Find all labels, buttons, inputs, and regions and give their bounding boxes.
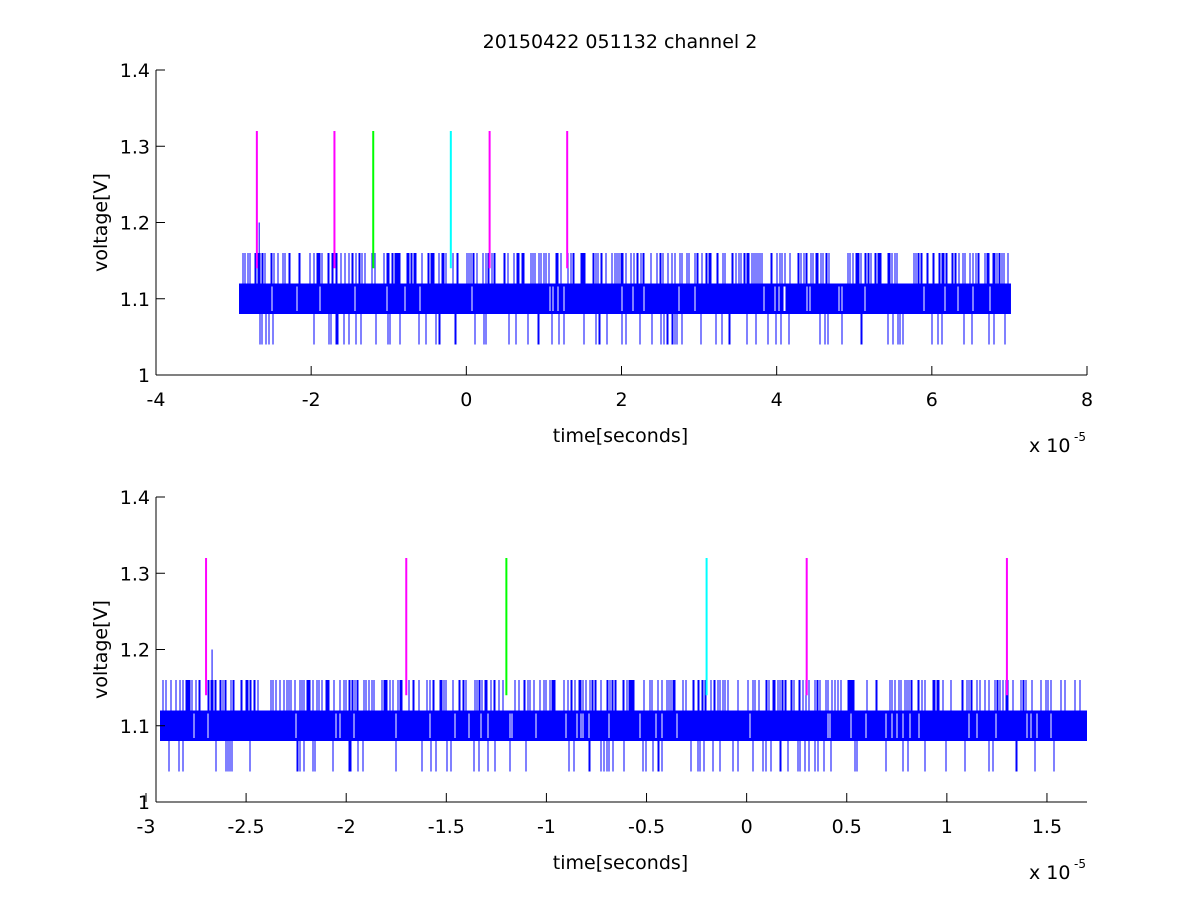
signal-baseline-band: [239, 283, 1011, 314]
top-plot: 1 1.1 1.2 1.3 1.4 -4 -2 0 2 4 6 8 time[seconds] volta…: [90, 60, 1093, 457]
x-tick-label: -1: [537, 816, 556, 838]
x-exponent-label: x 10: [1029, 862, 1070, 884]
y-tick-label: 1.4: [120, 60, 150, 82]
y-tick-label: 1.1: [120, 716, 150, 738]
x-tick-label: -2: [337, 816, 356, 838]
x-axis-label: time[seconds]: [553, 425, 688, 447]
x-tick-label: 4: [771, 389, 783, 411]
y-axis-label: voltage[V]: [90, 173, 112, 272]
x-exponent-label: x 10: [1029, 435, 1070, 457]
x-tick-label: 0: [741, 816, 753, 838]
y-tick-label: 1.2: [120, 213, 150, 235]
y-tick-label: 1.3: [120, 136, 150, 158]
x-tick-label: -2.5: [228, 816, 265, 838]
y-tick-label: 1.2: [120, 640, 150, 662]
x-exponent-power: -5: [1074, 857, 1086, 871]
x-tick-label: 2: [615, 389, 627, 411]
y-tick-label: 1: [138, 792, 150, 814]
x-tick-label: 8: [1081, 389, 1093, 411]
chart-title: 20150422 051132 channel 2: [483, 31, 758, 53]
y-axis-label: voltage[V]: [90, 600, 112, 699]
signal-spikes: [242, 253, 1009, 345]
x-tick-label: -2: [302, 389, 321, 411]
x-tick-label: 6: [926, 389, 938, 411]
x-exponent-power: -5: [1074, 430, 1086, 444]
x-axis-label: time[seconds]: [553, 852, 688, 874]
signal-trace: [239, 222, 1011, 345]
y-tick-label: 1.4: [120, 487, 150, 509]
bottom-plot: 1 1.1 1.2 1.3 1.4 -3 -2.5 -2 -1.5 -1 -0.5 0 0.5 1 1.5 t…: [90, 487, 1088, 884]
x-tick-label: 1: [941, 816, 953, 838]
signal-trace: [160, 649, 1088, 772]
x-tick-label: -4: [147, 389, 166, 411]
signal-baseline-band: [160, 710, 1088, 741]
x-tick-label: 0.5: [832, 816, 862, 838]
signal-gaps: [193, 713, 1052, 738]
y-tick-label: 1.1: [120, 289, 150, 311]
x-tick-label: 1.5: [1032, 816, 1062, 838]
signal-spikes: [162, 680, 1081, 772]
x-tick-label: 0: [460, 389, 472, 411]
signal-gaps: [271, 286, 991, 311]
x-tick-label: -3: [137, 816, 156, 838]
y-tick-label: 1.3: [120, 563, 150, 585]
y-tick-label: 1: [138, 365, 150, 387]
x-tick-label: -0.5: [628, 816, 665, 838]
x-tick-label: -1.5: [428, 816, 465, 838]
